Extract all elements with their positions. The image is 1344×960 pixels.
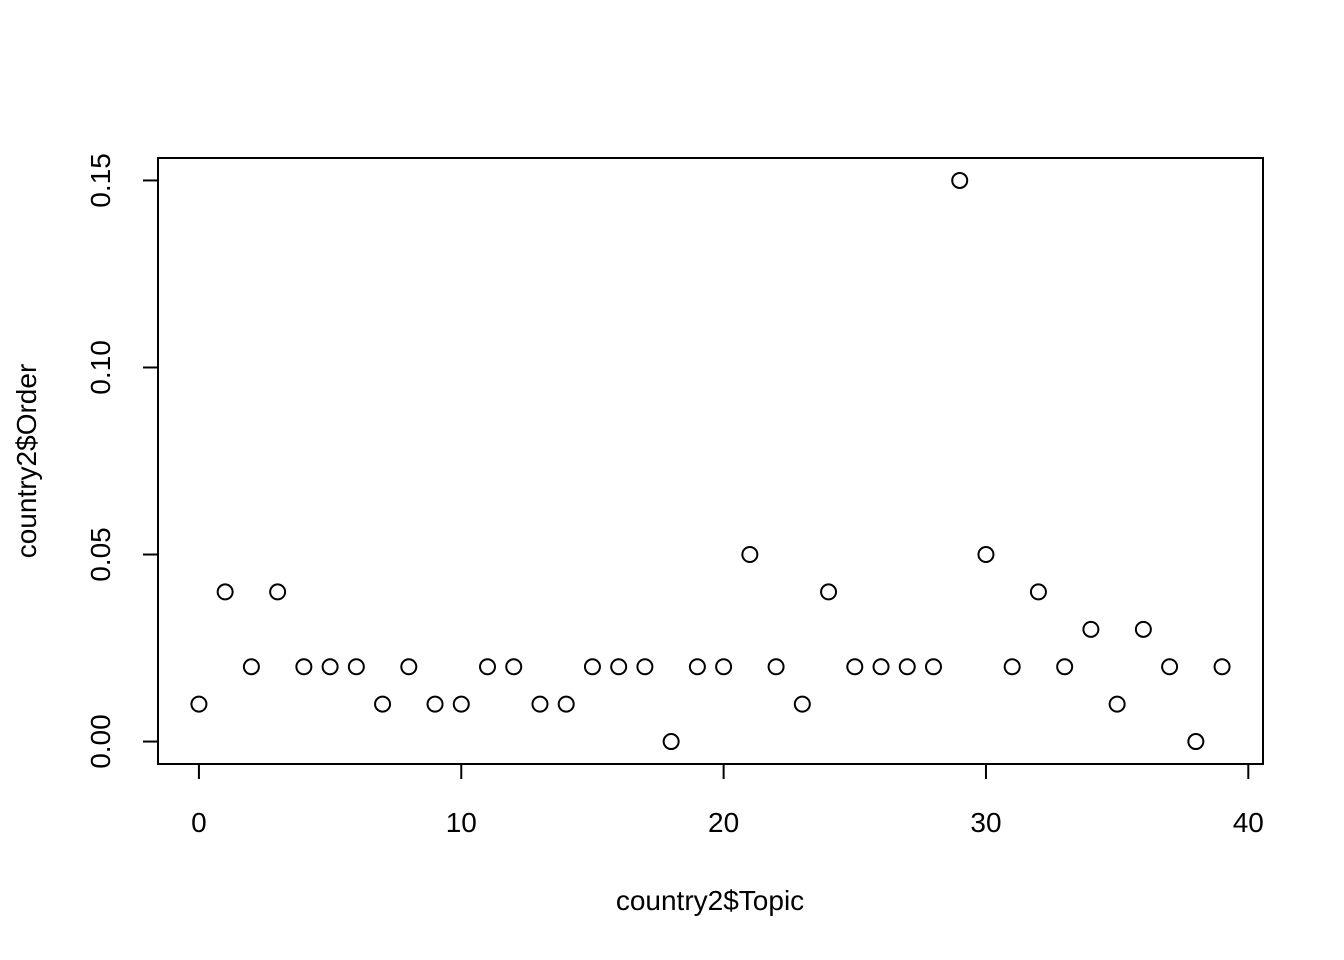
- data-point: [898, 658, 916, 676]
- data-point: [741, 546, 759, 564]
- data-point: [479, 658, 497, 676]
- data-point: [846, 658, 864, 676]
- x-tick-label: 0: [191, 807, 207, 838]
- data-point: [190, 695, 208, 713]
- data-point: [688, 658, 706, 676]
- data-point: [452, 695, 470, 713]
- data-point: [1213, 658, 1231, 676]
- y-axis-label: country2$Order: [11, 364, 42, 559]
- data-point: [951, 171, 969, 189]
- data-point: [924, 658, 942, 676]
- data-point: [1108, 695, 1126, 713]
- data-points: [190, 171, 1231, 751]
- data-point: [1056, 658, 1074, 676]
- data-point: [426, 695, 444, 713]
- data-point: [636, 658, 654, 676]
- data-point: [977, 546, 995, 564]
- plot-frame: [157, 157, 1264, 765]
- data-point: [505, 658, 523, 676]
- x-tick-label: 40: [1233, 807, 1264, 838]
- y-tick-label: 0.05: [85, 527, 116, 582]
- data-point: [347, 658, 365, 676]
- data-point: [216, 583, 234, 601]
- y-tick-label: 0.00: [85, 714, 116, 769]
- x-tick-label: 20: [708, 807, 739, 838]
- data-point: [872, 658, 890, 676]
- data-point: [820, 583, 838, 601]
- x-tick-label: 30: [970, 807, 1001, 838]
- x-tick-label: 10: [446, 807, 477, 838]
- data-point: [715, 658, 733, 676]
- data-point: [557, 695, 575, 713]
- data-point: [269, 583, 287, 601]
- data-point: [531, 695, 549, 713]
- data-point: [662, 733, 680, 751]
- data-point: [321, 658, 339, 676]
- data-point: [610, 658, 628, 676]
- y-axis: 0.00 0.05 0.10 0.15: [85, 153, 159, 769]
- data-point: [1187, 733, 1205, 751]
- x-axis: 0 10 20 30 40: [191, 763, 1264, 838]
- data-point: [793, 695, 811, 713]
- y-tick-label: 0.10: [85, 340, 116, 395]
- data-point: [767, 658, 785, 676]
- data-point: [374, 695, 392, 713]
- data-point: [583, 658, 601, 676]
- data-point: [242, 658, 260, 676]
- x-axis-label: country2$Topic: [616, 885, 804, 916]
- data-point: [1082, 620, 1100, 638]
- data-point: [1134, 620, 1152, 638]
- data-point: [1161, 658, 1179, 676]
- data-point: [1029, 583, 1047, 601]
- data-point: [400, 658, 418, 676]
- data-point: [1003, 658, 1021, 676]
- y-tick-label: 0.15: [85, 153, 116, 208]
- data-point: [295, 658, 313, 676]
